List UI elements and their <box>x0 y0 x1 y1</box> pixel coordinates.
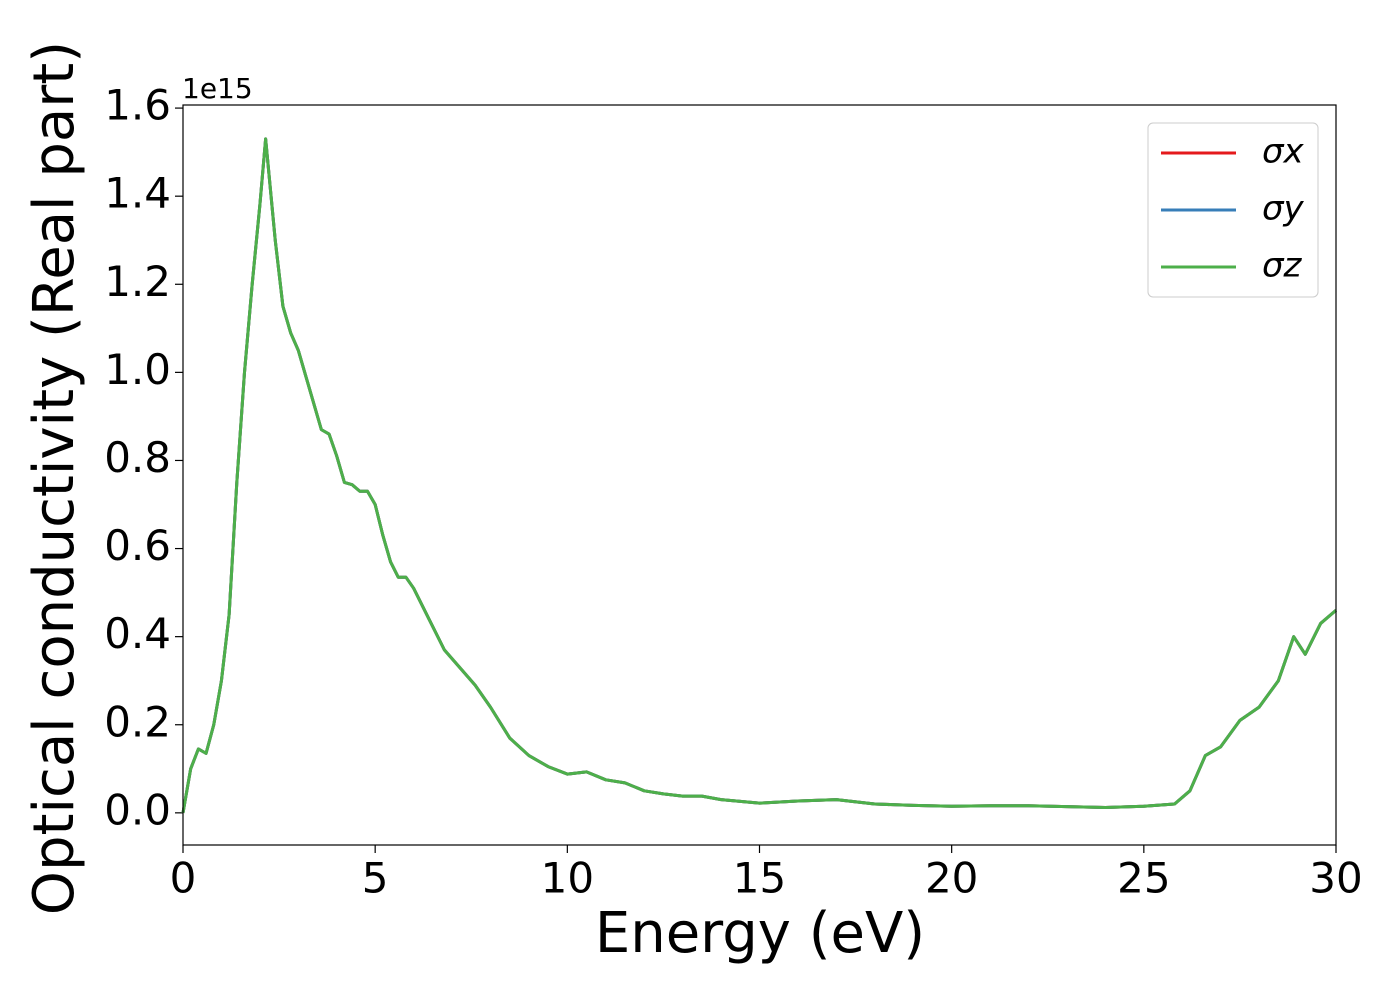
x-tick-label: 5 <box>362 854 389 903</box>
y-tick-label: 0.4 <box>104 609 171 658</box>
plot-frame <box>182 104 1337 846</box>
legend-label: σz <box>1262 246 1303 286</box>
x-axis-label: Energy (eV) <box>595 901 925 966</box>
y-offset-label: 1e15 <box>182 72 253 105</box>
y-axis-label: Optical conductivity (Real part) <box>22 41 87 915</box>
x-tick-label: 0 <box>170 854 197 903</box>
legend-label: σx <box>1262 132 1305 172</box>
x-tick-label: 25 <box>1117 854 1170 903</box>
x-tick-label: 30 <box>1309 854 1362 903</box>
y-tick-label: 0.8 <box>104 433 171 482</box>
y-tick-label: 1.2 <box>104 257 171 306</box>
legend-label: σy <box>1262 189 1305 229</box>
x-tick-label: 20 <box>925 854 978 903</box>
y-tick-label: 0.2 <box>104 697 171 746</box>
x-tick-label: 15 <box>733 854 786 903</box>
y-tick-label: 0.6 <box>104 521 171 570</box>
y-tick-label: 0.0 <box>104 785 171 834</box>
y-tick-label: 1.4 <box>104 169 171 218</box>
x-tick-label: 10 <box>541 854 594 903</box>
y-tick-label: 1.0 <box>104 345 171 394</box>
series-line <box>181 137 1337 814</box>
y-tick-label: 1.6 <box>104 81 171 130</box>
